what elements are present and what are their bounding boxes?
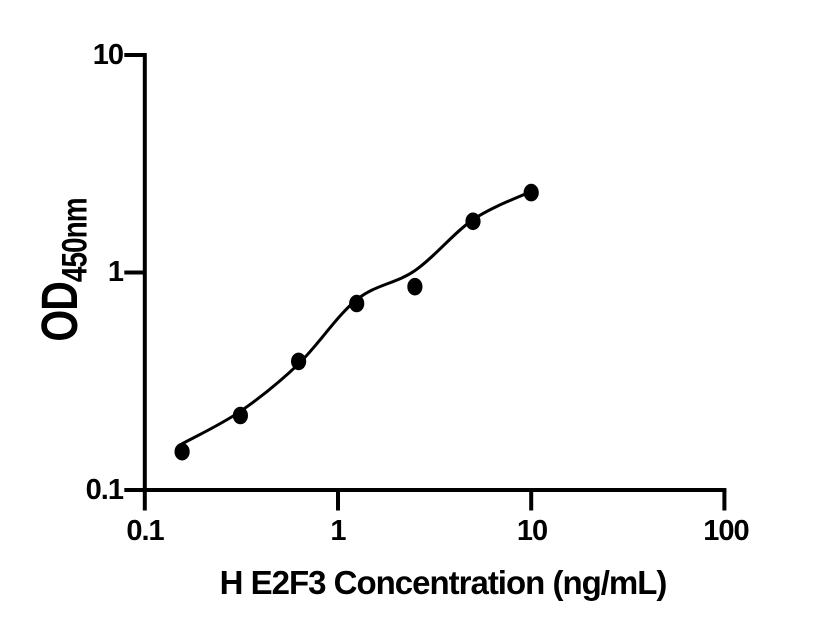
y-tick-label-10: 10 [92, 39, 124, 71]
data-points [174, 183, 539, 461]
y-tick-label-1: 1 [107, 256, 124, 288]
y-tick-label-0p1: 0.1 [85, 474, 124, 506]
x-tick-label-0p1: 0.1 [126, 515, 164, 547]
y-axis-title-main: OD [30, 282, 89, 342]
fit-curve [180, 189, 533, 446]
x-axis-title: H E2F3 Concentration (ng/mL) [219, 564, 668, 601]
axes [142, 53, 727, 492]
x-tick-label-10: 10 [516, 515, 548, 547]
x-tick-label-1: 1 [330, 515, 346, 547]
x-tick-label-100: 100 [703, 515, 749, 547]
tick-marks [124, 53, 727, 511]
